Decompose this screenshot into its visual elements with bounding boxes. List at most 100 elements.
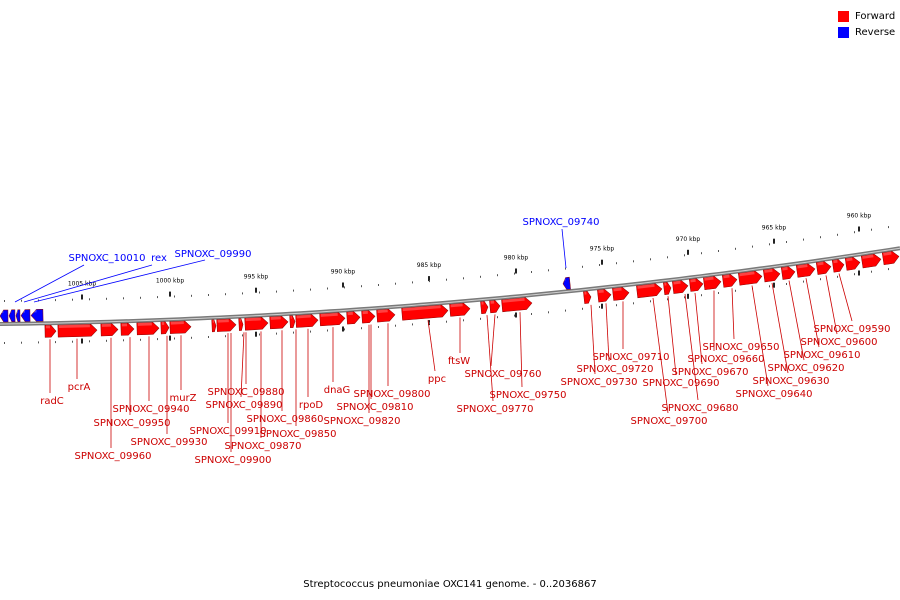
gene-label[interactable]: SPNOXC_09850 bbox=[259, 429, 336, 440]
forward-gene-arrow[interactable] bbox=[780, 266, 796, 280]
gene-label[interactable]: SPNOXC_09960 bbox=[74, 451, 151, 462]
reverse-gene-arrow[interactable] bbox=[8, 309, 16, 323]
gene-label[interactable]: ppc bbox=[428, 374, 446, 385]
forward-gene-arrow[interactable] bbox=[703, 276, 722, 290]
forward-gene-arrow[interactable] bbox=[480, 301, 489, 314]
gene-label[interactable]: SPNOXC_09710 bbox=[592, 352, 669, 363]
gene-label[interactable]: rpoD bbox=[299, 400, 324, 411]
forward-gene-arrow[interactable] bbox=[672, 280, 689, 294]
gene-label[interactable]: SPNOXC_09770 bbox=[456, 404, 533, 415]
gene-label[interactable]: ftsW bbox=[448, 356, 470, 367]
gene-label[interactable]: SPNOXC_09590 bbox=[813, 324, 890, 335]
gene-label[interactable]: SPNOXC_09910 bbox=[189, 426, 266, 437]
gene-label[interactable]: SPNOXC_09900 bbox=[194, 455, 271, 466]
minor-tick bbox=[106, 339, 107, 342]
forward-gene-arrow[interactable] bbox=[612, 287, 630, 301]
forward-gene-arrow[interactable] bbox=[636, 283, 663, 299]
gene-label[interactable]: rex bbox=[151, 253, 167, 264]
gene-label[interactable]: SPNOXC_09800 bbox=[353, 389, 430, 400]
major-tick bbox=[687, 249, 689, 255]
forward-gene-arrow[interactable] bbox=[44, 324, 57, 338]
gene-label[interactable]: SPNOXC_09620 bbox=[767, 363, 844, 374]
forward-gene-arrow[interactable] bbox=[689, 278, 704, 292]
forward-gene-arrow[interactable] bbox=[449, 302, 471, 317]
gene-label[interactable]: SPNOXC_09870 bbox=[224, 441, 301, 452]
forward-gene-arrow[interactable] bbox=[244, 317, 269, 331]
gene-label[interactable]: SPNOXC_09640 bbox=[735, 389, 812, 400]
leader-line bbox=[838, 273, 853, 322]
gene-label[interactable]: SPNOXC_09760 bbox=[464, 369, 541, 380]
forward-gene-arrow[interactable] bbox=[216, 318, 237, 332]
gene-label[interactable]: SPNOXC_09670 bbox=[671, 367, 748, 378]
forward-gene-arrow[interactable] bbox=[401, 304, 449, 321]
gene-label[interactable]: SPNOXC_09630 bbox=[752, 376, 829, 387]
reverse-gene-arrow[interactable] bbox=[20, 309, 31, 322]
reverse-gene-arrow[interactable] bbox=[30, 309, 44, 322]
leader-line bbox=[805, 278, 820, 348]
gene-label[interactable]: SPNOXC_09680 bbox=[661, 403, 738, 414]
gene-label[interactable]: SPNOXC_09860 bbox=[246, 414, 323, 425]
minor-tick bbox=[531, 271, 532, 273]
forward-gene-arrow[interactable] bbox=[238, 318, 244, 331]
forward-gene-arrow[interactable] bbox=[722, 274, 738, 288]
forward-gene-arrow[interactable] bbox=[120, 322, 135, 336]
gene-label[interactable]: SPNOXC_09730 bbox=[560, 377, 637, 388]
gene-label[interactable]: murZ bbox=[169, 393, 196, 404]
forward-gene-arrow[interactable] bbox=[583, 291, 592, 304]
forward-gene-arrow[interactable] bbox=[100, 323, 119, 337]
minor-tick bbox=[463, 319, 464, 322]
gene-label[interactable]: SPNOXC_09600 bbox=[800, 337, 877, 348]
gene-label[interactable]: SPNOXC_09810 bbox=[336, 402, 413, 413]
forward-gene-arrow[interactable] bbox=[501, 297, 533, 313]
forward-gene-arrow[interactable] bbox=[831, 259, 845, 273]
forward-gene-arrow[interactable] bbox=[376, 308, 396, 323]
forward-gene-arrow[interactable] bbox=[289, 315, 296, 329]
gene-label[interactable]: SPNOXC_09940 bbox=[112, 404, 189, 415]
legend: Forward Reverse bbox=[838, 8, 895, 40]
forward-gene-arrow[interactable] bbox=[844, 256, 861, 271]
gene-label[interactable]: SPNOXC_09820 bbox=[323, 416, 400, 427]
forward-gene-arrow[interactable] bbox=[319, 312, 346, 327]
gene-label[interactable]: radC bbox=[40, 396, 64, 407]
forward-gene-arrow[interactable] bbox=[738, 270, 763, 286]
forward-gene-arrow[interactable] bbox=[57, 324, 98, 338]
reverse-gene-arrow[interactable] bbox=[562, 276, 571, 290]
gene-label[interactable]: SPNOXC_09690 bbox=[642, 378, 719, 389]
gene-label[interactable]: SPNOXC_09750 bbox=[489, 390, 566, 401]
forward-gene-arrow[interactable] bbox=[663, 282, 672, 295]
forward-gene-arrow[interactable] bbox=[269, 315, 289, 330]
gene-label[interactable]: dnaG bbox=[324, 385, 351, 396]
gene-label[interactable]: SPNOXC_09660 bbox=[687, 354, 764, 365]
gene-label[interactable]: SPNOXC_09610 bbox=[783, 350, 860, 361]
forward-gene-arrow[interactable] bbox=[762, 268, 781, 283]
forward-gene-arrow[interactable] bbox=[295, 314, 319, 328]
forward-gene-arrow[interactable] bbox=[361, 310, 376, 324]
gene-label[interactable]: SPNOXC_10010 bbox=[68, 253, 145, 264]
gene-label[interactable]: SPNOXC_09950 bbox=[93, 418, 170, 429]
gene-label[interactable]: SPNOXC_09740 bbox=[522, 217, 599, 228]
gene-label[interactable]: SPNOXC_09700 bbox=[630, 416, 707, 427]
gene-label[interactable]: SPNOXC_09650 bbox=[702, 342, 779, 353]
forward-gene-arrow[interactable] bbox=[881, 250, 900, 266]
forward-gene-arrow[interactable] bbox=[169, 320, 192, 334]
forward-gene-arrow[interactable] bbox=[489, 300, 501, 314]
forward-gene-arrow[interactable] bbox=[597, 289, 612, 303]
gene-label[interactable]: pcrA bbox=[68, 382, 91, 393]
gene-label[interactable]: SPNOXC_09720 bbox=[576, 364, 653, 375]
gene-label[interactable]: SPNOXC_09880 bbox=[207, 387, 284, 398]
tick-label: 1005 kbp bbox=[68, 281, 96, 288]
forward-gene-arrow[interactable] bbox=[346, 311, 361, 325]
gene-label[interactable]: SPNOXC_09930 bbox=[130, 437, 207, 448]
forward-gene-arrow[interactable] bbox=[795, 263, 816, 278]
reverse-gene-arrow[interactable] bbox=[0, 309, 9, 323]
reverse-gene-arrow[interactable] bbox=[15, 309, 21, 323]
gene-label[interactable]: SPNOXC_09890 bbox=[205, 400, 282, 411]
forward-gene-arrow[interactable] bbox=[136, 322, 160, 336]
forward-gene-arrow[interactable] bbox=[211, 319, 217, 333]
minor-tick bbox=[72, 340, 73, 343]
forward-gene-arrow[interactable] bbox=[815, 261, 832, 275]
forward-gene-arrow[interactable] bbox=[160, 321, 170, 335]
forward-gene-arrow[interactable] bbox=[860, 253, 882, 269]
gene-label[interactable]: SPNOXC_09990 bbox=[174, 249, 251, 260]
minor-tick bbox=[72, 298, 73, 301]
